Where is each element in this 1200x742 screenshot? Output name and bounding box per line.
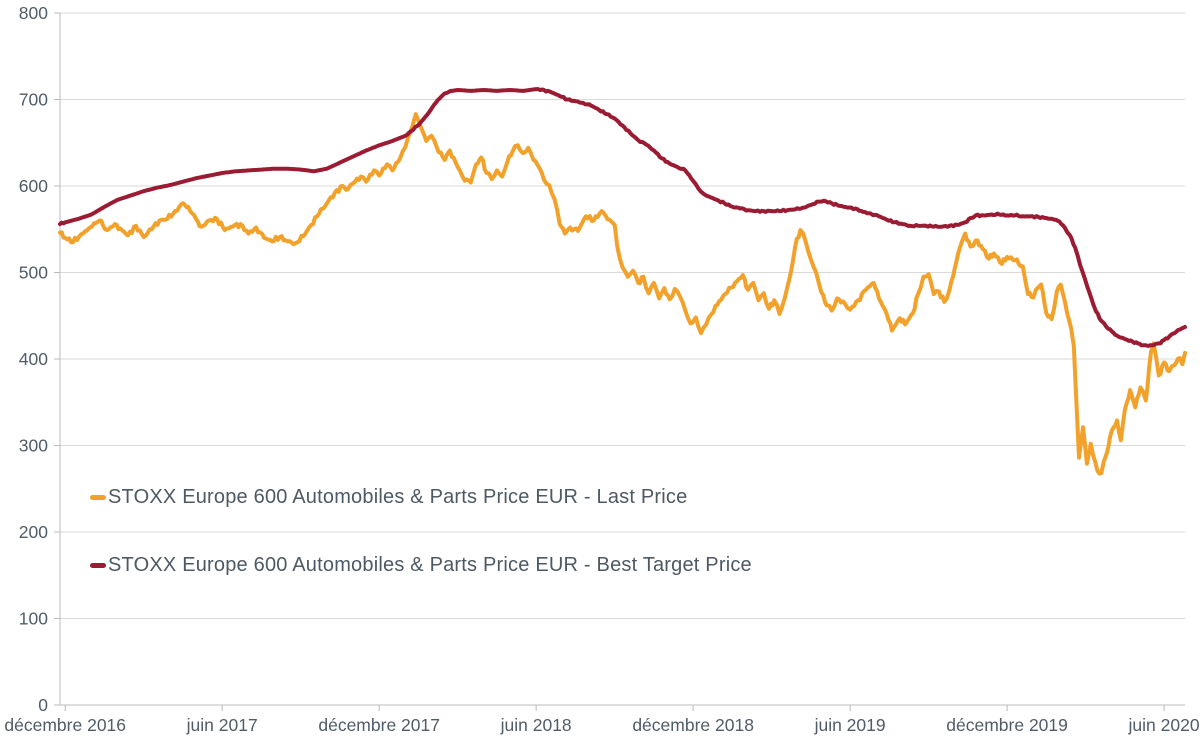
y-tick-label: 700 — [19, 90, 48, 110]
legend-marker-last-price-icon — [90, 494, 106, 500]
y-tick-label: 500 — [19, 263, 48, 283]
x-tick-label: juin 2018 — [500, 715, 572, 735]
y-tick-label: 600 — [19, 176, 48, 196]
legend-label-best-target-price: STOXX Europe 600 Automobiles & Parts Pri… — [108, 553, 752, 576]
y-tick-label: 300 — [19, 436, 48, 456]
x-tick-label: juin 2019 — [814, 715, 886, 735]
legend-item-best-target-price: STOXX Europe 600 Automobiles & Parts Pri… — [90, 553, 752, 577]
x-tick-label: décembre 2019 — [946, 715, 1068, 735]
x-tick-label: juin 2017 — [186, 715, 258, 735]
y-tick-label: 100 — [19, 609, 48, 629]
x-tick-label: juin 2020 — [1128, 715, 1200, 735]
legend-marker-best-target-price-icon — [90, 562, 106, 568]
y-tick-label: 200 — [19, 522, 48, 542]
x-tick-label: décembre 2016 — [4, 715, 126, 735]
y-tick-label: 0 — [38, 695, 48, 715]
x-tick-label: décembre 2017 — [318, 715, 440, 735]
legend-label-last-price: STOXX Europe 600 Automobiles & Parts Pri… — [108, 485, 688, 508]
y-tick-label: 800 — [19, 3, 48, 23]
y-tick-label: 400 — [19, 349, 48, 369]
series-line-best-target-price — [58, 87, 1187, 348]
x-tick-label: décembre 2018 — [632, 715, 754, 735]
legend-item-last-price: STOXX Europe 600 Automobiles & Parts Pri… — [90, 485, 687, 509]
series-line-last-price — [58, 112, 1187, 476]
